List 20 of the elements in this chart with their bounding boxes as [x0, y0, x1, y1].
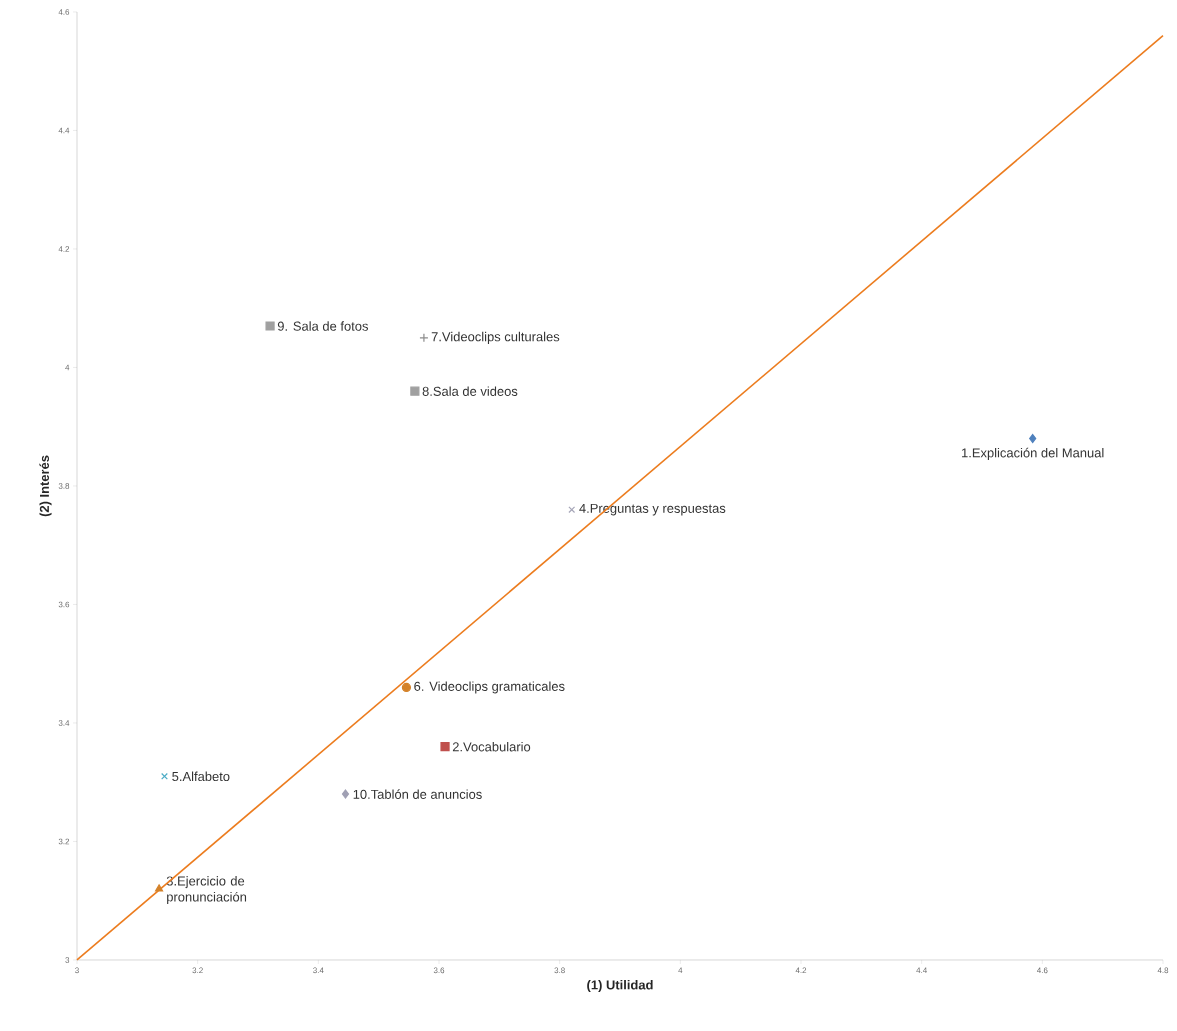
point: [265, 321, 275, 331]
series-label: 7.Videoclips culturales: [431, 331, 560, 344]
point: [341, 789, 350, 799]
y-axis-title: (2) Interés: [39, 455, 52, 517]
point: [401, 682, 412, 693]
series-label: 6. Videoclips gramaticales: [414, 681, 565, 694]
point: [1029, 433, 1037, 444]
series-label: 5.Alfabeto: [172, 771, 230, 782]
point: [155, 884, 164, 892]
series-label: 1.Explicación del Manual: [962, 447, 1104, 460]
series-label: 10.Tablón de anuncios: [353, 789, 482, 799]
point: [419, 333, 429, 343]
series-label: 9. Sala de fotos: [277, 321, 368, 331]
x-axis-title: (1) Utilidad: [587, 979, 653, 993]
series-label: 8.Sala de videos: [422, 386, 518, 396]
series-label: 2.Vocabulario: [452, 741, 531, 752]
point: [410, 386, 420, 396]
point: [161, 772, 168, 780]
point: [440, 742, 450, 752]
series-label: 3.Ejercicio de pronunciación: [166, 876, 247, 905]
